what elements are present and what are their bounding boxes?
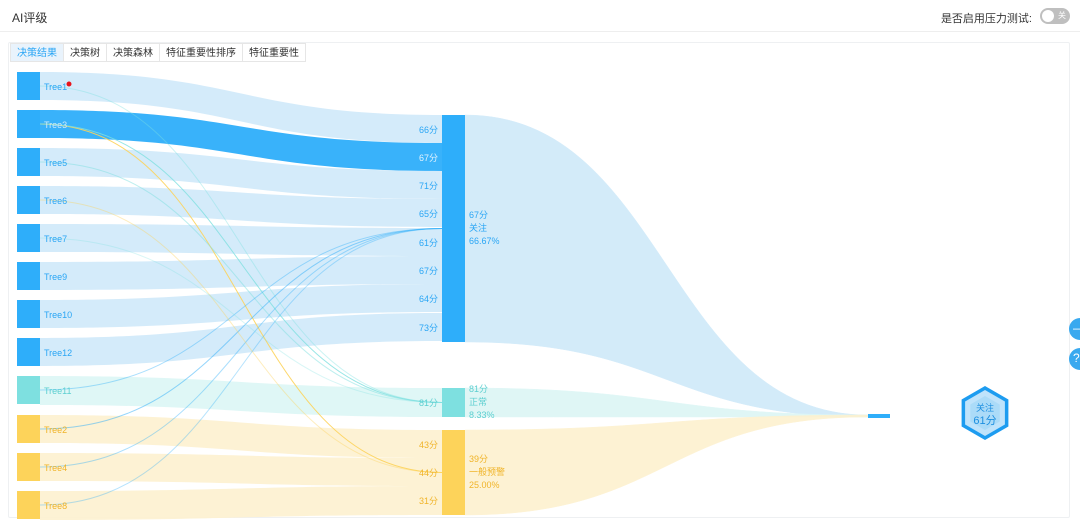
tree-label: Tree4 [44,463,67,473]
toggle-knob [1042,10,1054,22]
page-title: AI评级 [12,11,48,25]
category-node-1[interactable] [442,388,465,417]
sankey-link-tree1 [40,72,442,143]
side-action-button-top[interactable]: — [1069,318,1080,340]
sankey-thin-link [39,161,443,403]
tree-node-tree8[interactable] [17,491,40,519]
tree-node-tree7[interactable] [17,224,40,252]
category-percent: 8.33% [469,410,495,420]
category-percent: 25.00% [469,480,500,490]
sankey-thin-link [39,85,443,403]
tree-label: Tree6 [44,196,67,206]
category-node-0[interactable] [442,115,465,342]
category-label: 一般预警 [469,466,505,477]
sankey-thin-link [39,228,443,430]
score-label: 67分 [419,153,438,163]
sankey-link-tree6 [40,186,442,227]
tab-decision-result[interactable]: 决策结果 [10,43,64,62]
sankey-link-tree12 [40,313,442,366]
score-label: 71分 [419,181,438,191]
tree-node-tree1[interactable] [17,72,40,100]
tree-node-tree9[interactable] [17,262,40,290]
tab-bar: 决策结果 决策树 决策森林 特征重要性排序 特征重要性 [10,43,306,62]
content-panel [8,42,1070,518]
tree-node-tree10[interactable] [17,300,40,328]
tree-node-tree11[interactable] [17,376,40,404]
score-label: 65分 [419,209,438,219]
tree-node-tree12[interactable] [17,338,40,366]
sankey-thin-link [39,228,443,468]
category-label: 正常 [469,396,487,407]
score-label: 73分 [419,323,438,333]
category-node-2[interactable] [442,430,465,515]
tab-feature-importance[interactable]: 特征重要性 [243,43,306,62]
info-icon: ? [1073,351,1080,365]
category-score: 67分 [469,210,488,220]
header: AI评级 是否启用压力测试: 关 [0,0,1080,32]
stress-test-toggle[interactable]: 关 [1040,8,1070,24]
sankey-result-link [464,414,869,516]
tab-feature-importance-ranking[interactable]: 特征重要性排序 [160,43,243,62]
sankey-link-tree8 [40,486,442,520]
result-score: 61分 [973,414,996,427]
score-label: 61分 [419,238,438,248]
tree-label: Tree5 [44,158,67,168]
tree-label: Tree7 [44,234,67,244]
tab-decision-tree[interactable]: 决策树 [64,43,107,62]
sankey-link-tree10 [40,284,442,328]
sankey-thin-link [39,228,443,391]
sankey-thin-link [39,237,443,403]
sankey-link-tree4 [40,453,442,486]
tree-node-tree6[interactable] [17,186,40,214]
toggle-text: 关 [1058,11,1066,20]
score-label: 67分 [419,266,438,276]
tree-label: Tree10 [44,310,72,320]
tree-label: Tree2 [44,425,67,435]
tree-label: Tree9 [44,272,67,282]
score-label: 66分 [419,125,438,135]
score-label: 31分 [419,496,438,506]
tree-label: Tree12 [44,348,72,358]
sankey-link-tree9 [40,256,442,290]
score-label: 81分 [419,398,438,408]
category-score: 81分 [469,384,488,394]
side-action-button-bottom[interactable]: ? [1069,348,1080,370]
tree-node-tree3[interactable] [17,110,40,138]
sankey-thin-link [39,228,443,506]
tree-node-tree2[interactable] [17,415,40,443]
tab-decision-forest[interactable]: 决策森林 [107,43,160,62]
sankey-thin-link [39,123,443,473]
sankey-link-tree7 [40,224,442,256]
tree-node-tree4[interactable] [17,453,40,481]
sankey-result-link [464,114,869,418]
score-label: 64分 [419,294,438,304]
score-label: 44分 [419,468,438,478]
tree-label: Tree1 [44,82,67,92]
category-percent: 66.67% [469,236,500,246]
result-node[interactable] [868,414,890,418]
sankey-thin-link [39,123,443,403]
sankey-link-tree3 [40,110,442,171]
marker-dot [66,81,72,87]
sankey-link-tree2 [40,415,442,458]
score-label: 43分 [419,440,438,450]
result-hexagon-core [970,396,1000,430]
sankey-thin-link [39,199,443,473]
tree-label: Tree8 [44,501,67,511]
minus-icon: — [1073,321,1080,335]
result-label: 关注 [976,402,994,413]
stress-test-label: 是否启用压力测试: [940,13,1032,25]
tree-label: Tree11 [44,386,72,396]
tree-label: Tree3 [44,120,67,130]
category-score: 39分 [469,454,488,464]
tree-node-tree5[interactable] [17,148,40,176]
sankey-link-tree11 [40,376,442,417]
category-label: 关注 [469,222,487,233]
